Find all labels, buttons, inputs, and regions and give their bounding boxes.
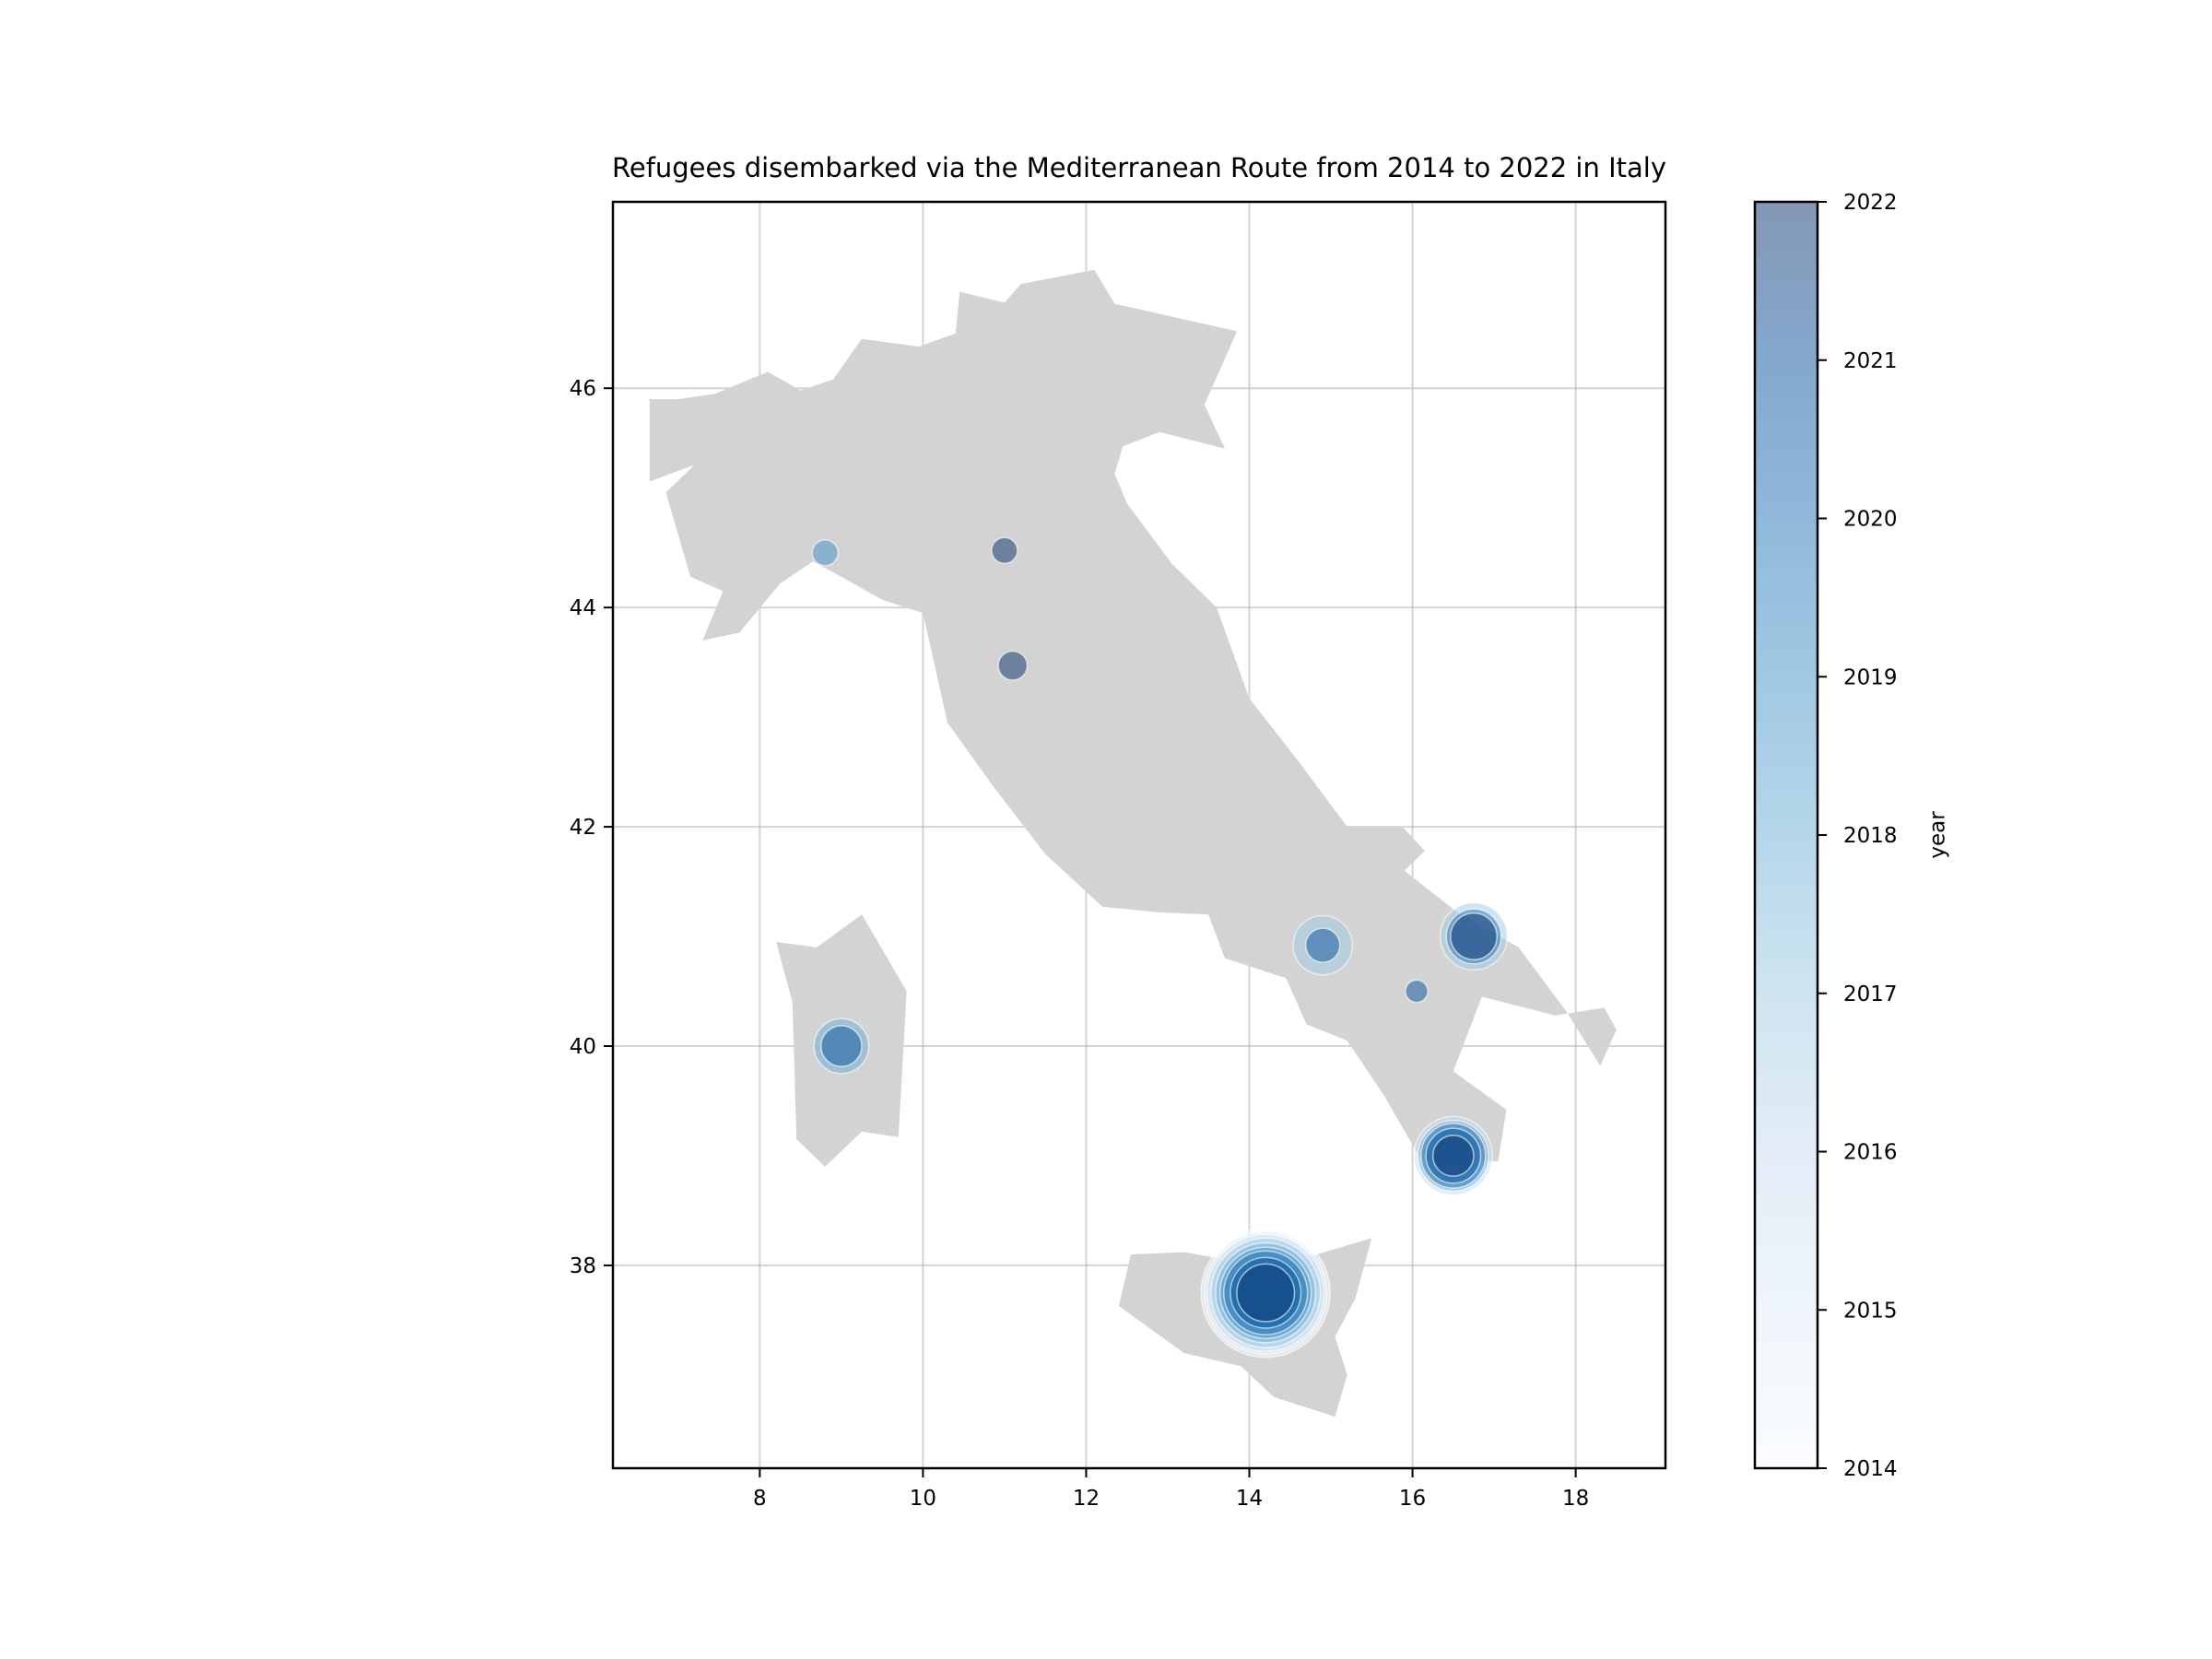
data-point <box>1450 912 1498 960</box>
data-point <box>991 536 1018 565</box>
data-point <box>1236 1263 1296 1323</box>
data-point <box>997 650 1029 681</box>
colorbar-label: year <box>1926 811 1950 859</box>
plot-area <box>613 202 1665 1468</box>
colorbar-ticks: 2014 2015 2016 2017 2018 2019 2020 2021 2022 <box>1818 191 1898 1481</box>
axes-frame <box>611 200 1667 1470</box>
scatter-points <box>811 536 1509 1359</box>
x-tick-label: 14 <box>1236 1487 1263 1511</box>
x-axis-ticks: 8 10 12 14 16 18 <box>753 1468 1589 1511</box>
colorbar-tick-label: 2014 <box>1843 1457 1898 1481</box>
y-tick-label: 38 <box>570 1254 596 1278</box>
colorbar-tick-label: 2020 <box>1843 508 1898 532</box>
x-tick-label: 8 <box>753 1487 767 1511</box>
x-tick-label: 12 <box>1073 1487 1100 1511</box>
data-point <box>820 1025 863 1067</box>
y-tick-label: 46 <box>570 377 596 401</box>
data-point <box>1405 979 1429 1004</box>
colorbar-fill <box>1755 202 1818 1468</box>
colorbar-tick-label: 2017 <box>1843 982 1898 1006</box>
chart-title: Refugees disembarked via the Mediterrane… <box>612 152 1666 183</box>
colorbar-tick-label: 2016 <box>1843 1141 1898 1165</box>
colorbar-tick-label: 2018 <box>1843 824 1898 848</box>
colorbar: 2014 2015 2016 2017 2018 2019 2020 2021 2022 yea… <box>1753 191 1950 1481</box>
data-point <box>811 538 839 567</box>
colorbar-tick-label: 2015 <box>1843 1299 1898 1323</box>
italy-mainland-shape <box>649 269 1617 1171</box>
y-tick-label: 44 <box>570 596 596 620</box>
colorbar-tick-label: 2022 <box>1843 191 1898 215</box>
x-tick-label: 18 <box>1562 1487 1589 1511</box>
colorbar-tick-label: 2019 <box>1843 665 1898 689</box>
map-layer <box>649 269 1617 1418</box>
y-axis-ticks: 38 40 42 44 46 <box>570 377 613 1278</box>
x-tick-label: 16 <box>1399 1487 1426 1511</box>
colorbar-tick-label: 2021 <box>1843 349 1898 373</box>
x-tick-label: 10 <box>910 1487 936 1511</box>
y-tick-label: 40 <box>570 1035 596 1059</box>
data-point <box>1304 927 1341 963</box>
data-point <box>1431 1135 1475 1177</box>
y-tick-label: 42 <box>570 816 596 840</box>
